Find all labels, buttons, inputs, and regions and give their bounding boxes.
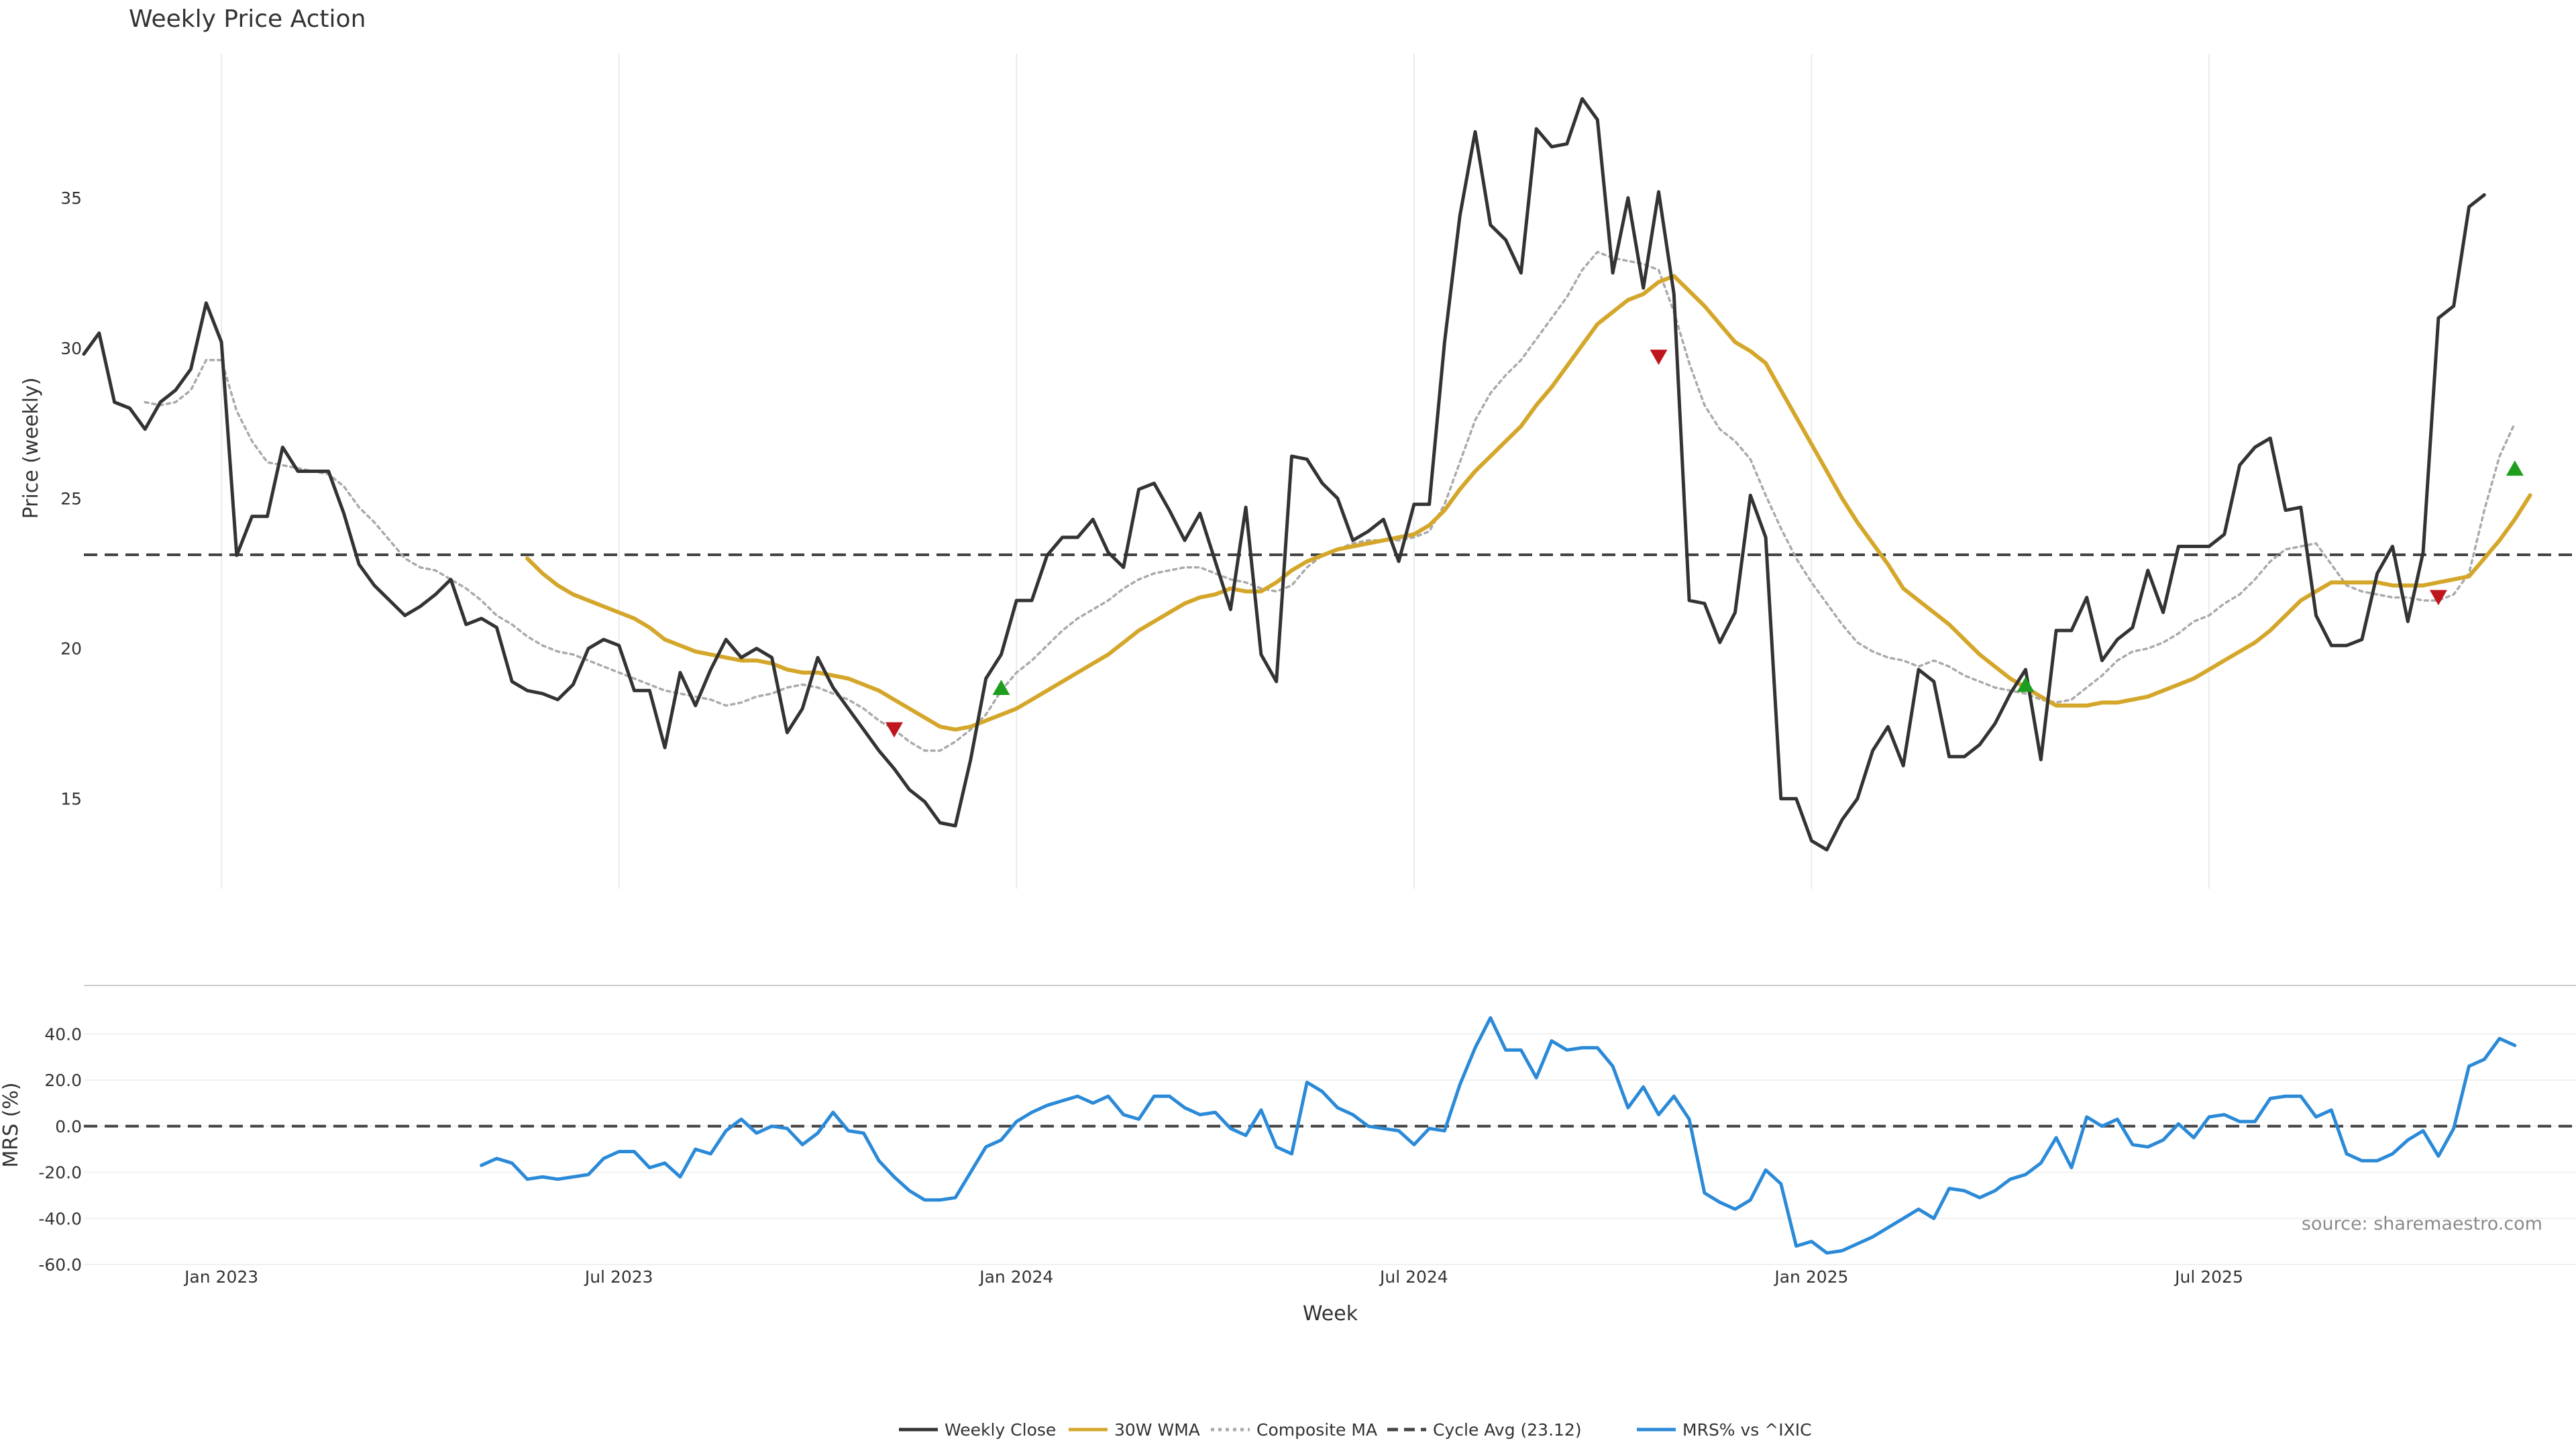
price-axis-label: Price (weekly) [19, 377, 43, 519]
mrs-y-tick-label: -40.0 [38, 1209, 82, 1228]
price-y-tick-label: 20 [60, 639, 82, 659]
x-tick-label: Jul 2024 [1379, 1267, 1448, 1287]
buy-signal-marker [2506, 460, 2524, 476]
price-panel-gridlines [221, 54, 2210, 889]
mrs-y-tick-label: 0.0 [55, 1117, 82, 1136]
legend-label: Composite MA [1256, 1420, 1377, 1440]
sell-signal-marker [885, 722, 903, 738]
legend-item: 30W WMA [1069, 1420, 1200, 1440]
legend-item: MRS% vs ^IXIC [1637, 1420, 1812, 1440]
legend-item: Cycle Avg (23.12) [1387, 1420, 1582, 1440]
price-y-tick-label: 15 [60, 790, 82, 809]
buy-signal-marker [2017, 676, 2035, 692]
x-tick-label: Jan 2025 [1773, 1267, 1848, 1287]
buy-signal-marker [992, 680, 1010, 695]
legend-label: 30W WMA [1114, 1420, 1200, 1440]
x-tick-label: Jul 2023 [584, 1267, 653, 1287]
legend-item: Weekly Close [899, 1420, 1056, 1440]
mrs-y-tick-label: 40.0 [44, 1024, 82, 1044]
legend-item: Composite MA [1211, 1420, 1377, 1440]
x-axis-label: Week [1303, 1302, 1358, 1326]
signal-markers [885, 350, 2524, 738]
mrs-line [480, 1016, 2517, 1255]
x-tick-label: Jul 2025 [2174, 1267, 2243, 1287]
price-y-tick-label: 30 [60, 339, 82, 358]
price-y-tick-label: 35 [60, 189, 82, 208]
composite-ma-line [144, 250, 2516, 752]
price-y-tick-label: 25 [60, 489, 82, 508]
sell-signal-marker [1650, 350, 1668, 366]
price-y-axis: 15 20 25 30 35 [60, 189, 82, 809]
mrs-y-tick-label: -60.0 [38, 1255, 82, 1275]
x-tick-label: Jan 2024 [978, 1267, 1053, 1287]
x-tick-label: Jan 2023 [183, 1267, 258, 1287]
price-series [82, 97, 2576, 852]
x-axis: Jan 2023 Jul 2023 Jan 2024 Jul 2024 Jan 2025… [183, 1267, 2243, 1287]
legend-label: MRS% vs ^IXIC [1682, 1420, 1812, 1440]
mrs-y-axis: -60.0 -40.0 -20.0 0.0 20.0 40.0 [38, 1024, 82, 1275]
mrs-y-tick-label: 20.0 [44, 1071, 82, 1090]
legend-label: Weekly Close [945, 1420, 1056, 1440]
chart-legend: Weekly Close 30W WMA Composite MA Cycle Avg… [899, 1420, 1812, 1440]
wma-30w-line [525, 274, 2532, 732]
chart-title: Weekly Price Action [129, 5, 366, 33]
sell-signal-marker [2429, 590, 2447, 606]
weekly-close-line [82, 97, 2486, 852]
legend-label: Cycle Avg (23.12) [1433, 1420, 1582, 1440]
source-credit: source: sharemaestro.com [2302, 1214, 2542, 1234]
mrs-panel-gridlines [84, 1033, 2576, 1265]
mrs-series [84, 1016, 2576, 1255]
mrs-axis-label: MRS (%) [0, 1082, 23, 1167]
mrs-y-tick-label: -20.0 [38, 1163, 82, 1183]
